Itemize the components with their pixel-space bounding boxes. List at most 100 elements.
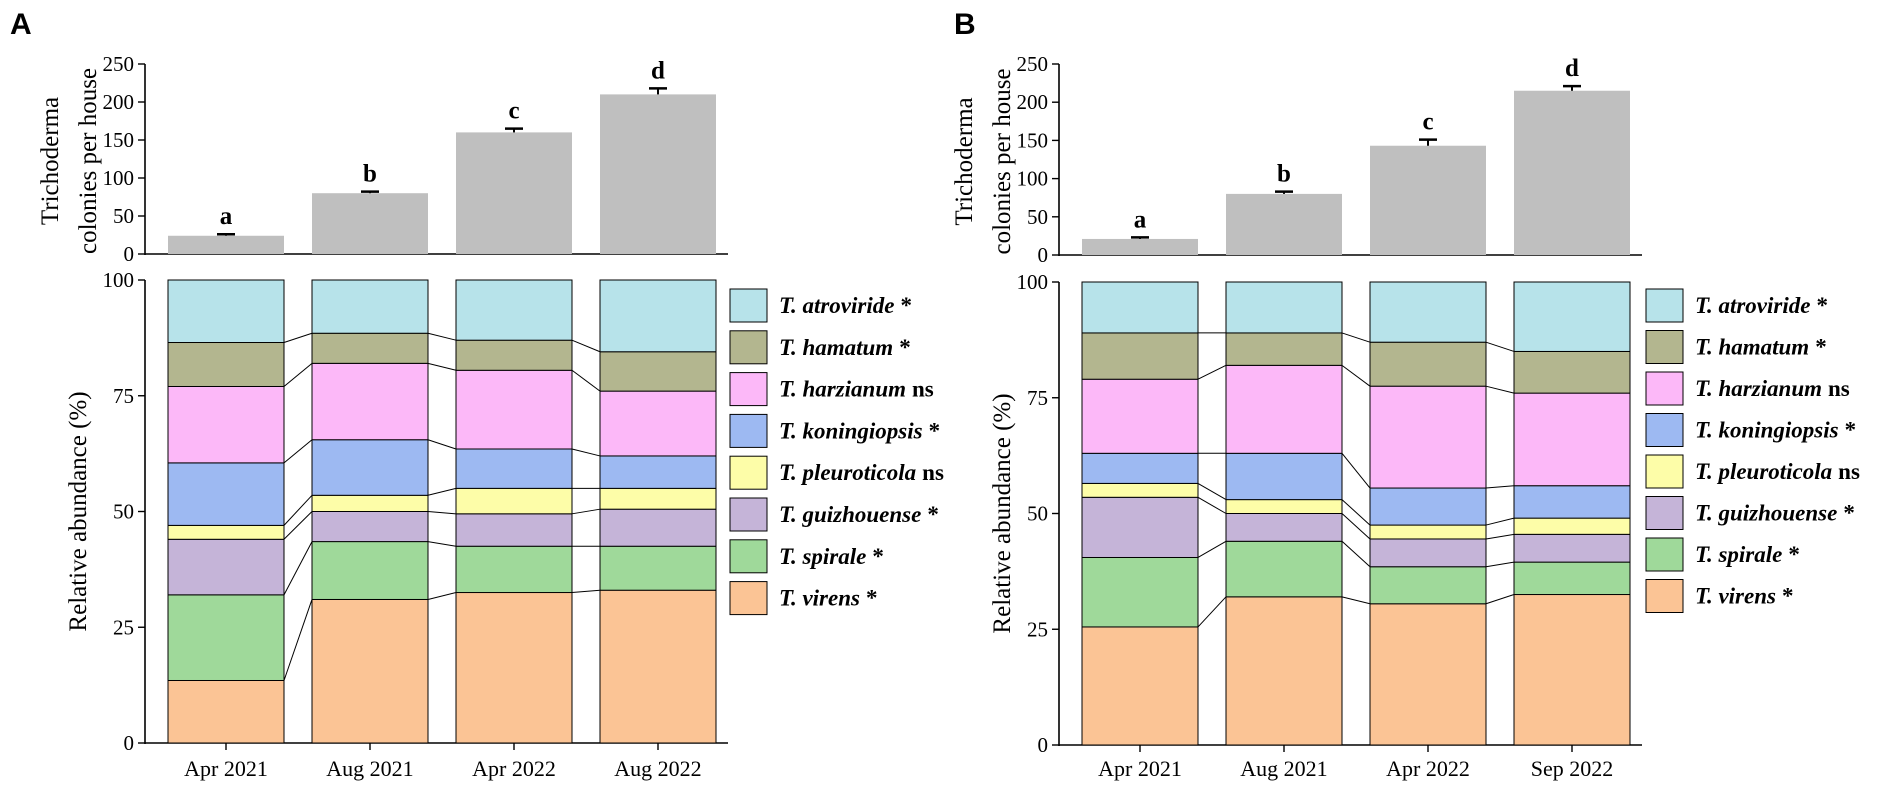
legend-swatch <box>729 539 768 574</box>
legend-significance: * <box>927 502 939 527</box>
segment-t-spirale-apr-2022 <box>1369 566 1487 605</box>
y-tick-label: 100 <box>103 268 135 292</box>
legend-significance: * <box>1782 584 1794 609</box>
connector-line <box>283 362 313 387</box>
significance-letter: a <box>1134 206 1147 233</box>
y-axis-title-line1: Trichoderma <box>37 97 64 225</box>
segment-t-koningiopsis-aug-2021 <box>311 439 429 496</box>
segment-t-pleuroticola-aug-2022 <box>599 487 717 510</box>
segment-t-virens-aug-2021 <box>1225 596 1343 746</box>
significance-letter: d <box>651 57 665 84</box>
legend-label: T. atroviride * <box>1695 293 1828 318</box>
legend-significance: * <box>866 586 878 611</box>
segment-t-pleuroticola-sep-2022 <box>1513 517 1631 535</box>
segment-t-pleuroticola-apr-2021 <box>1081 482 1199 498</box>
segment-t-spirale-aug-2021 <box>311 541 429 600</box>
connector-line <box>1341 513 1371 540</box>
legend-swatch <box>1645 496 1684 530</box>
legend-significance: * <box>1845 418 1857 443</box>
segment-t-spirale-apr-2021 <box>1081 556 1199 628</box>
connector-line <box>1485 594 1515 605</box>
legend-species-name: T. guizhouense <box>1695 501 1837 526</box>
legend-item-t-spirale: T. spirale * <box>1645 537 1800 572</box>
segment-t-spirale-apr-2022 <box>455 545 573 594</box>
legend-item-t-atroviride: T. atroviride * <box>729 288 912 323</box>
connector-line <box>1341 596 1371 605</box>
legend-item-t-hamatum: T. hamatum * <box>729 330 911 365</box>
legend-species-name: T. spirale <box>779 544 866 569</box>
connector-line <box>1197 482 1227 501</box>
segment-t-koningiopsis-apr-2022 <box>1369 487 1487 526</box>
panel-a-abundance-chart: 0 25 50 75 100 Apr 2021 Aug 2021 Apr 2022 Aug 20… <box>65 268 728 781</box>
x-tick-label: Sep 2022 <box>1531 756 1614 781</box>
segment-t-guizhouense-sep-2022 <box>1513 533 1631 563</box>
segment-t-atroviride-apr-2022 <box>455 279 573 341</box>
legend-item-t-guizhouense: T. guizhouense * <box>729 497 939 532</box>
segment-t-atroviride-aug-2021 <box>311 279 429 334</box>
segment-t-harzianum-apr-2022 <box>455 369 573 450</box>
connector-line <box>427 439 457 450</box>
y-tick-label: 50 <box>113 204 134 228</box>
y-tick-label: 25 <box>113 615 134 639</box>
segment-t-virens-apr-2021 <box>1081 626 1199 746</box>
segment-t-guizhouense-apr-2021 <box>1081 496 1199 558</box>
legend-swatch <box>729 455 768 490</box>
segment-t-virens-apr-2022 <box>1369 603 1487 746</box>
legend-significance: ns <box>922 460 944 485</box>
connector-line <box>1485 485 1515 489</box>
segment-t-atroviride-aug-2021 <box>1225 281 1343 334</box>
legend-significance: * <box>899 335 911 360</box>
y-tick-label: 250 <box>1017 52 1049 76</box>
legend-label: T. spirale * <box>779 544 884 569</box>
segment-t-pleuroticola-aug-2021 <box>311 494 429 513</box>
segment-t-guizhouense-apr-2021 <box>167 538 285 596</box>
y-tick-label: 150 <box>1017 128 1049 152</box>
significance-letter: d <box>1565 55 1579 82</box>
legend-species-name: T. harzianum <box>779 377 906 402</box>
legend-label: T. harzianum ns <box>779 377 934 402</box>
legend-item-t-pleuroticola: T. pleuroticola ns <box>1645 454 1860 489</box>
panel-b-colony-chart: 0 50 100 150 200 250 a b c d Trichoderma colonies p… <box>951 52 1642 267</box>
segment-t-hamatum-aug-2021 <box>311 332 429 364</box>
segment-t-koningiopsis-aug-2021 <box>1225 452 1343 501</box>
legend-significance: ns <box>1828 376 1850 401</box>
x-tick-label: Aug 2021 <box>1240 756 1327 781</box>
legend-label: T. pleuroticola ns <box>779 460 944 485</box>
segment-t-pleuroticola-apr-2021 <box>167 524 285 540</box>
y-tick-label: 100 <box>1017 167 1049 191</box>
connector-line <box>283 439 313 464</box>
x-tick-label: Aug 2022 <box>614 756 701 781</box>
y-axis-title: Relative abundance (%) <box>989 393 1016 633</box>
legend-label: T. atroviride * <box>779 293 912 318</box>
legend-item-t-harzianum: T. harzianum ns <box>1645 371 1850 406</box>
connector-line <box>427 541 457 547</box>
segment-t-virens-aug-2022 <box>599 589 717 744</box>
connector-line <box>283 494 313 526</box>
y-tick-label: 150 <box>103 128 135 152</box>
segment-t-harzianum-sep-2022 <box>1513 392 1631 487</box>
segment-t-hamatum-apr-2021 <box>167 342 285 387</box>
segment-t-hamatum-sep-2022 <box>1513 350 1631 394</box>
segment-t-harzianum-apr-2021 <box>1081 378 1199 454</box>
segment-t-virens-aug-2021 <box>311 598 429 744</box>
legend-label: T. spirale * <box>1695 542 1800 567</box>
segment-t-koningiopsis-sep-2022 <box>1513 485 1631 519</box>
connector-line <box>283 332 313 343</box>
segment-t-pleuroticola-apr-2022 <box>455 487 573 515</box>
y-tick-label: 25 <box>1027 617 1048 641</box>
segment-t-koningiopsis-aug-2022 <box>599 455 717 489</box>
legend-swatch <box>729 497 768 532</box>
connector-line <box>571 508 601 515</box>
legend-significance: * <box>1815 335 1827 360</box>
segment-t-atroviride-sep-2022 <box>1513 281 1631 352</box>
y-axis-title: Relative abundance (%) <box>65 391 92 631</box>
segment-t-koningiopsis-apr-2021 <box>1081 452 1199 484</box>
legend-species-name: T. pleuroticola <box>779 460 916 485</box>
y-tick-label: 0 <box>124 242 135 266</box>
colony-bar-apr-2021 <box>168 235 284 254</box>
legend-swatch <box>1645 413 1684 447</box>
legend-significance: * <box>1843 501 1855 526</box>
legend-species-name: T. koningiopsis <box>779 418 923 443</box>
legend-label: T. hamatum * <box>779 335 911 360</box>
segment-t-harzianum-aug-2021 <box>311 362 429 441</box>
